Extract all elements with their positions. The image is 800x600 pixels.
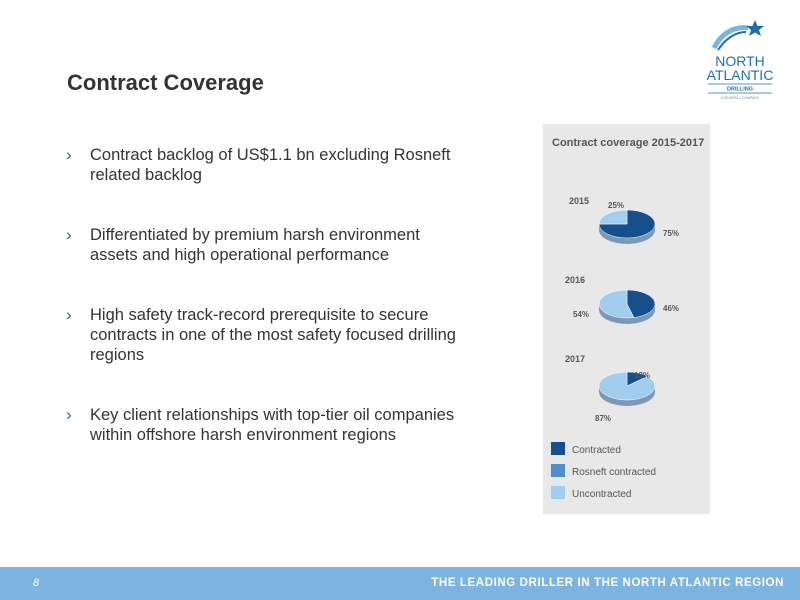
logo-swoosh-inner (717, 31, 747, 51)
bullet-text: Key client relationships with top-tier o… (90, 406, 455, 444)
logo-swoosh (711, 25, 749, 50)
chart-title: Contract coverage 2015-2017 (552, 137, 705, 149)
legend-swatch-uncontracted (551, 486, 565, 499)
bullet-text: Differentiated by premium harsh environm… (90, 226, 420, 264)
pie-label-uncontracted: 54% (573, 310, 589, 319)
legend-label: Contracted (572, 445, 621, 456)
pie-label-contracted: 75% (663, 229, 679, 238)
footer-tagline: THE LEADING DRILLER IN THE NORTH ATLANTI… (431, 577, 784, 589)
logo-text-atlantic: ATLANTIC (707, 67, 774, 83)
logo-star-icon (746, 20, 764, 36)
chevron-right-icon: › (66, 145, 72, 164)
logo-text-drilling: DRILLING (727, 87, 753, 93)
chart-panel: Contract coverage 2015-2017 2015 25% 75% 20… (543, 124, 710, 514)
bullet-item: › High safety track-record prerequisite … (66, 305, 466, 365)
chevron-right-icon: › (66, 405, 72, 424)
bullet-item: › Key client relationships with top-tier… (66, 405, 466, 445)
pie-2017: 2017 87% 13% (565, 354, 656, 423)
bullet-item: › Contract backlog of US$1.1 bn excludin… (66, 145, 466, 185)
logo-text-north: NORTH (715, 53, 765, 69)
pie-label-uncontracted: 25% (608, 201, 624, 210)
pie-year-label: 2017 (565, 354, 585, 364)
legend-label: Uncontracted (572, 489, 632, 500)
page-number: 8 (33, 577, 40, 589)
bullet-text: High safety track-record prerequisite to… (90, 306, 456, 364)
pie-2016: 2016 54% 46% (565, 275, 679, 324)
pie-label-contracted: 46% (663, 304, 679, 313)
legend-swatch-rosneft (551, 464, 565, 477)
pie-slice-uncontracted (598, 371, 656, 401)
pie-2015: 2015 25% 75% (569, 196, 679, 244)
company-logo: NORTH ATLANTIC DRILLING A SEADRILL COMPA… (707, 20, 774, 100)
pie-label-contracted: 13% (634, 371, 650, 380)
page-title: Contract Coverage (67, 70, 264, 95)
footer-bar: 8 THE LEADING DRILLER IN THE NORTH ATLAN… (0, 567, 800, 600)
legend-label: Rosneft contracted (572, 467, 656, 478)
logo-text-small: A SEADRILL COMPANY (721, 96, 760, 100)
legend-swatch-contracted (551, 442, 565, 455)
pie-year-label: 2015 (569, 196, 589, 206)
chevron-right-icon: › (66, 305, 72, 324)
bullet-item: › Differentiated by premium harsh enviro… (66, 225, 466, 265)
chevron-right-icon: › (66, 225, 72, 244)
pie-charts: 2015 25% 75% 2016 54% 46% 2017 87% 13% (565, 196, 679, 423)
pie-slice-contracted (626, 289, 656, 318)
pie-label-uncontracted: 87% (595, 414, 611, 423)
pie-slice-uncontracted (598, 289, 635, 319)
pie-slice-uncontracted (598, 209, 628, 225)
bullet-text: Contract backlog of US$1.1 bn excluding … (90, 146, 451, 184)
pie-year-label: 2016 (565, 275, 585, 285)
